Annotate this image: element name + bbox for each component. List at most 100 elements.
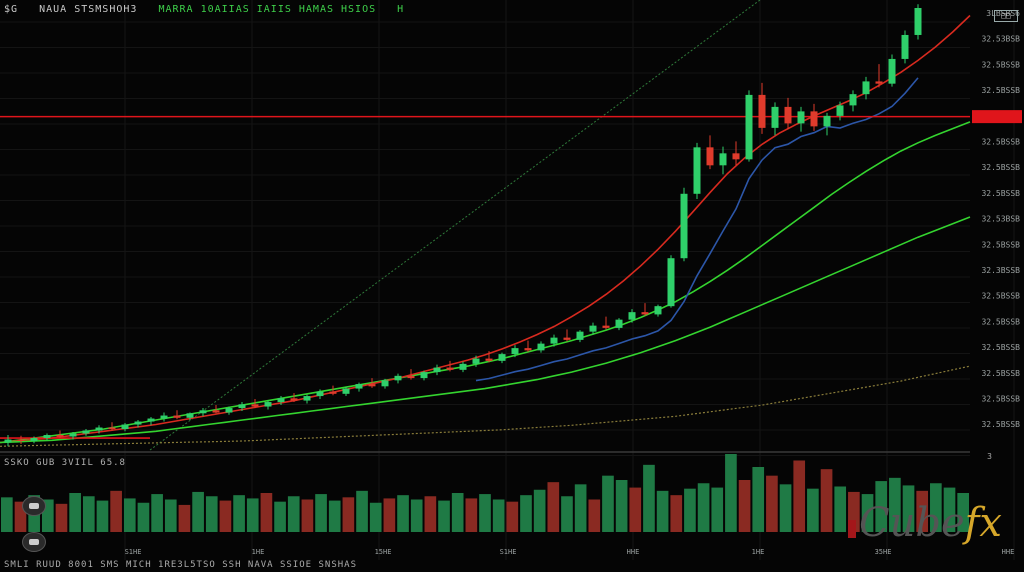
price-axis-label: 32.3BSSB (981, 266, 1020, 275)
candle-body (160, 415, 168, 419)
camera-button[interactable] (22, 496, 46, 516)
moving-average-line (0, 216, 971, 444)
price-axis-label: 32.5BSSB (981, 86, 1020, 95)
price-axis-label: 32.5BSSB (981, 395, 1020, 404)
record-icon (29, 539, 39, 545)
volume-bar (342, 497, 355, 532)
volume-bar (861, 494, 874, 532)
candle-body (251, 404, 259, 407)
candle-body (446, 367, 454, 370)
volume-bar (656, 490, 669, 532)
volume-bar (438, 500, 450, 532)
volume-bar (397, 495, 409, 532)
price-axis-label: 32.5BSSB (981, 317, 1020, 326)
volume-scale-label: 3 (987, 452, 992, 461)
time-axis-label: HHE (1002, 548, 1015, 556)
candle-body (147, 418, 155, 422)
volume-bar (451, 493, 464, 532)
volume-bar (588, 499, 601, 532)
volume-bar (834, 486, 847, 532)
candle-body (498, 354, 506, 361)
volume-bar (178, 504, 191, 532)
diagonal-trend-line (149, 0, 761, 451)
time-axis-label: HHE (627, 548, 640, 556)
volume-bar (752, 467, 765, 532)
candle-body (134, 421, 142, 425)
candle-body (238, 404, 246, 409)
logo-fx: fx (964, 500, 1002, 546)
candle-body (771, 106, 779, 128)
price-axis-label: 32.5BSSB (981, 292, 1020, 301)
volume-bar (848, 491, 860, 532)
moving-average-line (0, 365, 971, 447)
volume-bar (369, 502, 382, 532)
volume-marker (848, 520, 856, 538)
candle-body (732, 153, 740, 160)
volume-bar (875, 481, 888, 532)
volume-bar (41, 499, 54, 532)
candle-body (69, 433, 77, 437)
time-axis: S1HE 1HE 15HE S1HE HHE 1HE 35HE HHE (125, 548, 1015, 556)
candle-body (394, 375, 402, 381)
candle-body (277, 398, 285, 403)
trend-line (149, 0, 761, 451)
volume-bar (930, 483, 942, 532)
candle-body (290, 398, 298, 401)
price-axis-label: 32.5BSSB (981, 163, 1020, 172)
volume-bar (574, 484, 587, 532)
candle-body (4, 439, 12, 443)
candle-body (342, 388, 350, 394)
volume-bar (506, 501, 519, 532)
volume-bar (205, 496, 218, 532)
volume-bar (902, 485, 915, 532)
volume-bar (383, 498, 396, 532)
ohlc-values: MARRA 10AIIAS IAIIS HAMAS HSIOS (158, 4, 377, 15)
time-axis-label: 15HE (375, 548, 392, 556)
candle-body (576, 331, 584, 340)
volume-bar (96, 500, 109, 532)
candle-body (849, 94, 857, 106)
volume-bar (410, 499, 423, 532)
header-mark: H (397, 4, 405, 15)
volume-bar (779, 484, 792, 532)
price-axis-label: 32.53BSB (981, 35, 1020, 44)
candle-body (589, 325, 597, 332)
timeframe-label: NAUA STSMSHOH3 (39, 4, 138, 15)
candle-body (95, 427, 103, 431)
candle-body (524, 348, 532, 351)
candle-body (914, 8, 922, 35)
candle-body (563, 337, 571, 340)
candle-body (30, 438, 38, 442)
price-axis-label: 32.5BSSB (981, 138, 1020, 147)
price-axis-label: 32.5BSSB (981, 369, 1020, 378)
camera-icon (29, 503, 39, 509)
volume-bar (424, 496, 437, 532)
record-button[interactable] (22, 532, 46, 552)
price-scale-toggle[interactable]: □□ (994, 10, 1018, 22)
chart-header: $G NAUA STSMSHOH3 MARRA 10AIIAS IAIIS HA… (4, 4, 404, 15)
candle-body (641, 312, 649, 315)
volume-bar (328, 500, 341, 532)
volume-bar (219, 500, 232, 532)
volume-bar (69, 493, 81, 532)
candle-body (797, 111, 805, 124)
volume-bar (260, 493, 273, 532)
bottom-status: SMLI RUUD 8001 SMS MICH 1RE3L5TSO SSH NA… (4, 560, 358, 570)
candle-body (316, 391, 324, 397)
candle-body (654, 306, 662, 315)
candle-body (56, 435, 64, 437)
candle-body (550, 337, 558, 344)
volume-bar (356, 490, 368, 532)
candle-body (602, 325, 610, 328)
volume-bar (137, 502, 150, 532)
candle-body (693, 147, 701, 194)
candle-body (862, 81, 870, 95)
candle-body (225, 408, 233, 413)
candlesticks (4, 4, 922, 447)
volume-bar (738, 480, 751, 532)
candle-body (875, 81, 883, 84)
candle-body (888, 58, 896, 84)
candle-body (433, 367, 441, 373)
candle-body (628, 312, 636, 320)
